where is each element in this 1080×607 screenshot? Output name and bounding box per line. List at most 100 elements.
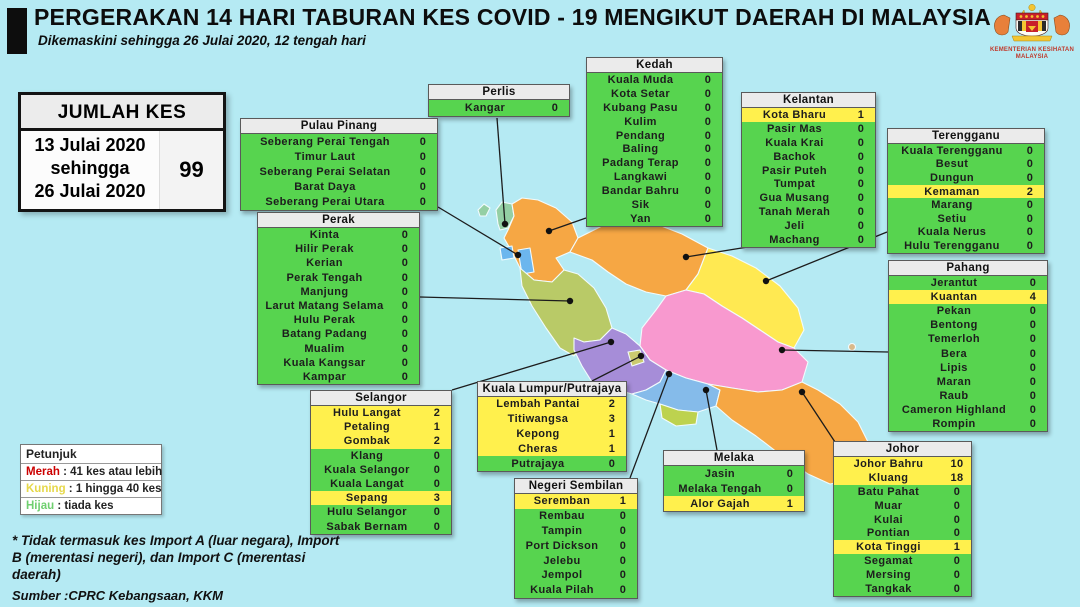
district-count: 0 — [953, 485, 961, 498]
district-count: 0 — [401, 271, 409, 284]
district-name: Kuala Selangor — [324, 463, 410, 476]
district-name: Kemaman — [924, 185, 980, 198]
district-row: Dungun 0 — [888, 171, 1044, 185]
district-count: 0 — [1029, 417, 1037, 430]
district-name: Kuala Muda — [607, 73, 674, 86]
district-name: Segamat — [864, 555, 913, 568]
district-count: 0 — [619, 539, 627, 552]
district-row: Bandar Bahru 0 — [587, 184, 722, 199]
district-count: 0 — [1026, 144, 1034, 157]
district-row: Sabak Bernam 0 — [311, 519, 451, 534]
district-row: Perak Tengah 0 — [258, 270, 419, 285]
district-count: 0 — [619, 554, 627, 567]
state-box-title: Terengganu — [888, 129, 1044, 144]
district-count: 0 — [953, 499, 961, 512]
district-name: Kuala Nerus — [917, 226, 987, 239]
district-row: Kulai 0 — [834, 512, 971, 527]
district-name: Kulai — [874, 513, 903, 526]
district-name: Port Dickson — [525, 539, 599, 552]
district-name: Hulu Langat — [333, 407, 401, 420]
district-row: Kepong 1 — [478, 426, 626, 442]
district-name: Titiwangsa — [507, 413, 569, 426]
district-count: 18 — [950, 471, 964, 484]
district-row: Batang Padang 0 — [258, 327, 419, 342]
district-row: Sepang 3 — [311, 491, 451, 506]
district-name: Kota Bharu — [762, 108, 827, 121]
district-name: Gombak — [343, 435, 391, 448]
district-name: Melaka Tengah — [678, 482, 762, 495]
district-row: Kuala Muda 0 — [587, 73, 722, 87]
state-box-title: Kedah — [587, 58, 722, 73]
legend-item-red: Merah : 41 kes atau lebih — [21, 463, 162, 480]
district-count: 0 — [1026, 171, 1034, 184]
district-name: Bera — [940, 347, 968, 360]
district-name: Tampin — [541, 524, 583, 537]
district-name: Kepong — [516, 427, 560, 440]
district-count: 1 — [857, 108, 865, 121]
map-state-kedah — [503, 197, 579, 283]
district-name: Batang Padang — [281, 328, 368, 341]
district-row: Kuala Pilah 0 — [515, 582, 637, 598]
district-count: 0 — [857, 220, 865, 233]
district-name: Barat Daya — [294, 181, 356, 194]
district-name: Bentong — [930, 319, 978, 332]
district-row: Larut Matang Selama 0 — [258, 298, 419, 314]
district-row: Kerian 0 — [258, 256, 419, 271]
district-name: Langkawi — [613, 171, 668, 184]
state-box-kedah: Kedah Kuala Muda 0 Kota Setar 0 Kubang Pasu 0 K… — [586, 57, 723, 227]
district-count: 0 — [419, 165, 427, 178]
district-name: Kota Setar — [610, 87, 671, 100]
page-subtitle: Dikemaskini sehingga 26 Julai 2020, 12 t… — [38, 33, 366, 48]
district-name: Kinta — [309, 229, 340, 242]
district-name: Kerian — [306, 257, 343, 270]
district-name: Jeli — [784, 220, 805, 233]
state-box-title: Kelantan — [742, 93, 875, 108]
district-name: Kangar — [464, 102, 506, 114]
district-count: 0 — [401, 342, 409, 355]
district-row: Jeli 0 — [742, 219, 875, 234]
district-row: Kubang Pasu 0 — [587, 100, 722, 115]
district-row: Pekan 0 — [889, 304, 1047, 319]
title-bar: PERGERAKAN 14 HARI TABURAN KES COVID - 1… — [0, 0, 1080, 60]
district-count: 0 — [419, 150, 427, 163]
district-name: Kampar — [302, 370, 347, 383]
district-name: Batu Pahat — [857, 485, 920, 498]
district-count: 3 — [433, 492, 441, 505]
legend-desc-yellow: : 1 hingga 40 kes — [65, 483, 162, 495]
district-row: Kuala Selangor 0 — [311, 462, 451, 477]
district-count: 0 — [1026, 226, 1034, 239]
district-row: Kota Bharu 1 — [742, 108, 875, 122]
district-name: Tanah Merah — [758, 206, 831, 219]
district-count: 0 — [857, 136, 865, 149]
district-row: Titiwangsa 3 — [478, 411, 626, 427]
district-count: 1 — [786, 497, 794, 510]
district-name: Kuala Langat — [330, 478, 404, 491]
map-state-langkawi-island — [477, 203, 491, 217]
district-count: 0 — [704, 73, 712, 86]
district-row: Putrajaya 0 — [478, 456, 626, 471]
district-name: Rompin — [932, 417, 976, 430]
district-row: Tanah Merah 0 — [742, 205, 875, 220]
district-count: 0 — [1026, 212, 1034, 225]
district-name: Sepang — [345, 492, 389, 505]
legend-desc-green: : tiada kes — [54, 500, 114, 512]
district-row: Kuala Terengganu 0 — [888, 144, 1044, 158]
district-row: Rompin 0 — [889, 416, 1047, 432]
district-row: Manjung 0 — [258, 284, 419, 299]
data-source: Sumber :CPRC Kebangsaan, KKM — [12, 588, 223, 603]
district-name: Hilir Perak — [295, 243, 354, 256]
district-row: Jasin 0 — [664, 466, 804, 481]
coat-of-arms-icon — [994, 4, 1070, 42]
district-row: Muar 0 — [834, 498, 971, 513]
district-count: 0 — [704, 115, 712, 128]
district-name: Maran — [936, 375, 972, 388]
total-cases-box: JUMLAH KES 13 Julai 2020 sehingga 26 Jul… — [18, 92, 226, 212]
district-count: 0 — [786, 482, 794, 495]
district-row: Bera 0 — [889, 346, 1047, 361]
state-box-title: Johor — [834, 442, 971, 457]
state-box-kuala-lumpur-putrajaya: Kuala Lumpur/Putrajaya Lembah Pantai 2 Titi… — [477, 381, 627, 472]
district-row: Cheras 1 — [478, 441, 626, 457]
district-count: 0 — [857, 206, 865, 219]
district-name: Seberang Perai Utara — [265, 196, 385, 209]
district-name: Sik — [631, 198, 650, 211]
